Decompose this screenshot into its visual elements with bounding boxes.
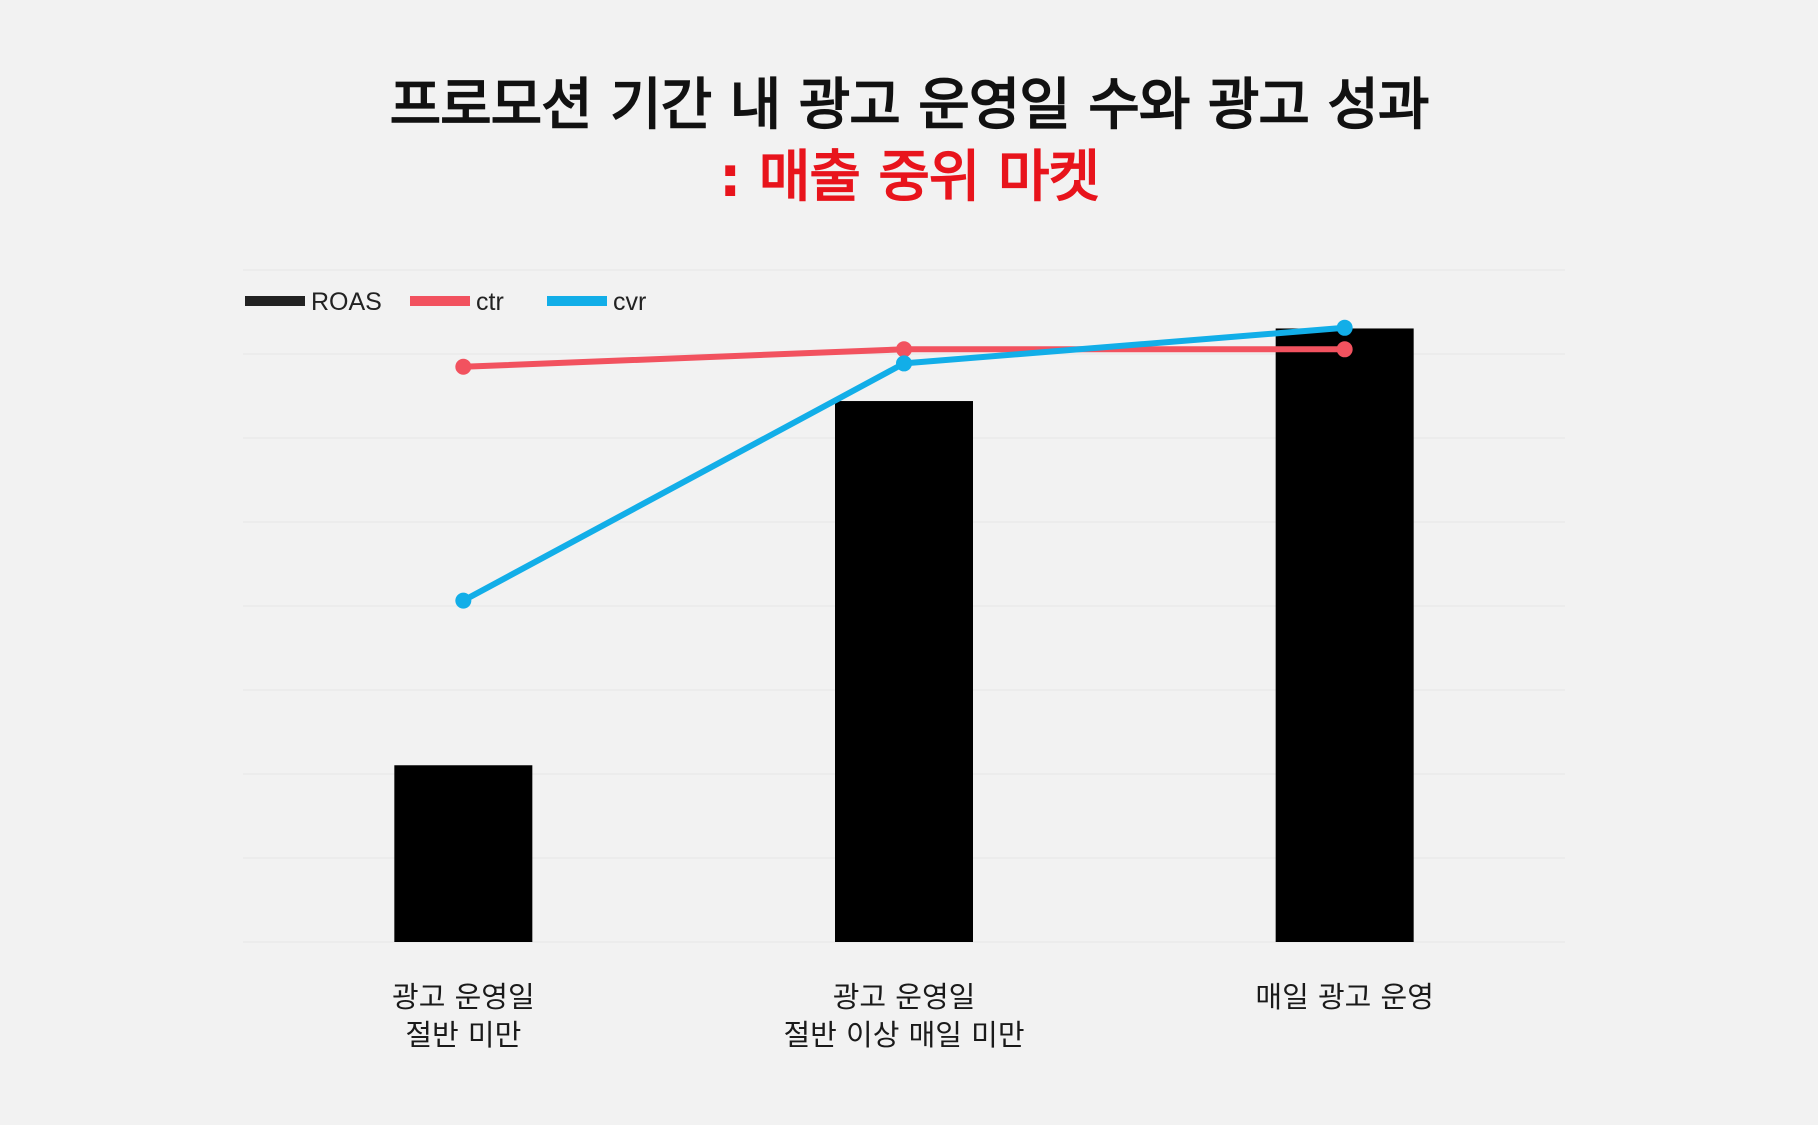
line-series <box>455 319 1353 609</box>
point-cvr-2 <box>1336 319 1353 336</box>
legend-swatch-ctr <box>410 296 470 306</box>
x-tick-line: 절반 이상 매일 미만 <box>783 1018 1024 1052</box>
point-cvr-0 <box>455 592 472 609</box>
legend-swatch-cvr <box>547 296 607 306</box>
x-tick-line: 매일 광고 운영 <box>1255 980 1434 1014</box>
legend-label-roas: ROAS <box>311 288 382 316</box>
point-cvr-1 <box>896 355 912 372</box>
bar-roas-0 <box>394 765 533 942</box>
chart-subtitle: : 매출 중위 마켓 <box>718 145 1100 210</box>
point-ctr-1 <box>896 341 912 358</box>
legend-label-ctr: ctr <box>476 288 504 316</box>
x-tick-line: 광고 운영일 <box>392 980 535 1014</box>
point-ctr-2 <box>1336 341 1353 358</box>
legend: ROAS ctr cvr <box>245 288 646 316</box>
x-tick-line: 광고 운영일 <box>833 980 976 1014</box>
legend-label-cvr: cvr <box>613 288 646 316</box>
point-ctr-0 <box>455 358 472 375</box>
bar-roas-1 <box>835 401 973 942</box>
x-tick-line: 절반 미만 <box>405 1018 521 1052</box>
legend-swatch-roas <box>245 296 305 306</box>
chart-title: 프로모션 기간 내 광고 운영일 수와 광고 성과 <box>389 73 1430 138</box>
x-tick-label-2: 매일 광고 운영 <box>1255 980 1434 1014</box>
chart-title-block: 프로모션 기간 내 광고 운영일 수와 광고 성과 : 매출 중위 마켓 <box>0 70 1818 214</box>
bar-roas-2 <box>1275 328 1414 942</box>
bar-series-roas <box>394 328 1414 942</box>
